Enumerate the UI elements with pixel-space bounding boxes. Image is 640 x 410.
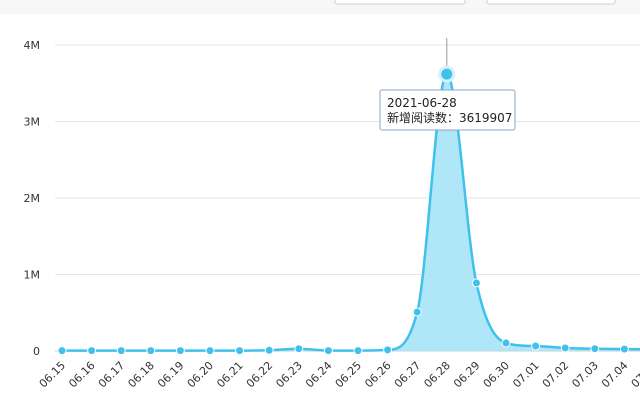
dropdown[interactable] [334,0,466,5]
x-tick-label: 06.21 [214,359,245,390]
point [294,344,304,354]
tooltip-box [379,89,516,131]
y-tick-label: 4M [24,39,41,52]
tooltip-title: 2021-06-28 [387,96,457,110]
x-tick-label: 06.23 [273,359,304,390]
x-tick-label: 06.16 [66,359,97,390]
x-tick-label: 06.29 [451,359,482,390]
y-tick-label: 1M [24,269,41,282]
line [62,72,640,352]
point [412,307,422,317]
y-tick-label: 3M [24,116,41,129]
point [590,344,600,354]
point [438,65,456,83]
x-tick-label: 06.24 [303,359,334,390]
x-tick-label: 06.20 [185,359,216,390]
point [116,346,126,356]
dropdown[interactable] [486,0,616,5]
x-tick-label: 07.05 [629,359,640,390]
x-tick-label: 06.30 [481,359,512,390]
point [175,346,185,356]
point [531,341,541,351]
x-tick-label: 06.18 [125,359,156,390]
point [323,346,333,356]
point [383,345,393,355]
tooltip-text: 新增阅读数：3619907 [387,110,512,125]
y-tick-label: 0 [33,345,40,358]
point [57,346,67,356]
point [146,346,156,356]
x-tick-label: 06.27 [392,359,423,390]
point [501,338,511,348]
point [87,346,97,356]
x-tick-label: 07.04 [599,359,630,390]
y-tick-label: 2M [24,192,41,205]
x-tick-label: 06.22 [244,359,275,390]
x-tick-label: 06.17 [96,359,127,390]
x-tick-label: 06.26 [362,359,393,390]
x-tick-label: 07.03 [569,359,600,390]
point [619,344,629,354]
point [205,346,215,356]
x-tick-label: 07.01 [510,359,541,390]
toolbar [0,0,640,14]
point [560,343,570,353]
x-tick-label: 06.19 [155,359,186,390]
x-tick-label: 07.02 [540,359,571,390]
point [264,345,274,355]
x-tick-label: 06.15 [37,359,68,390]
area [62,74,640,351]
point [471,278,481,288]
x-tick-label: 06.25 [333,359,364,390]
point [353,346,363,356]
x-tick-label: 06.28 [421,359,452,390]
point [235,346,245,356]
